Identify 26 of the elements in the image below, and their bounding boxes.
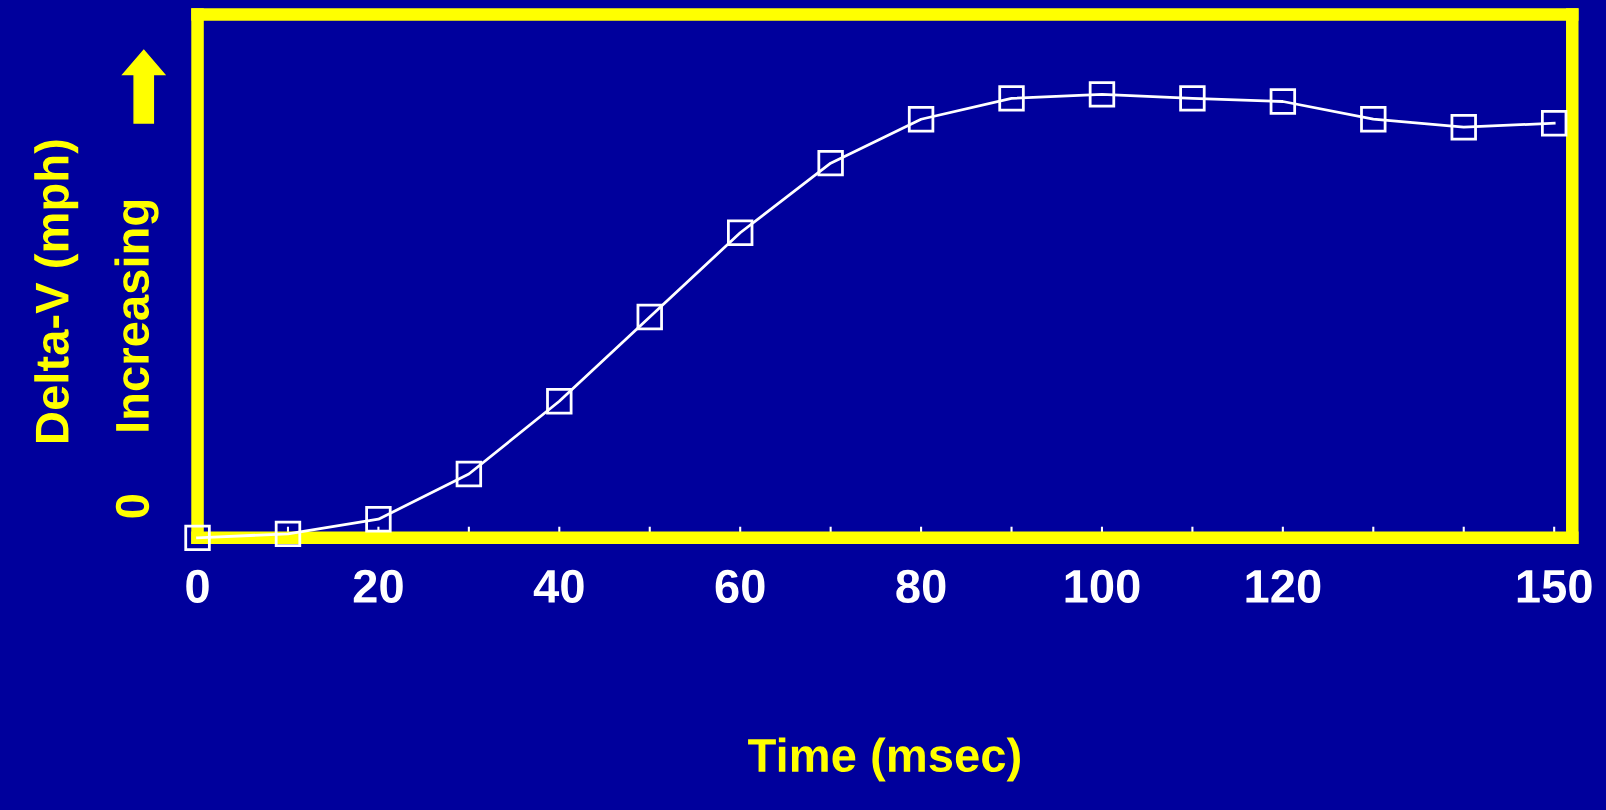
point xyxy=(455,460,483,488)
x-tick-label: 40 xyxy=(533,569,584,604)
x-tick-label: 60 xyxy=(715,569,765,604)
point xyxy=(1179,85,1206,112)
y-axis-title: Delta-V (mph) xyxy=(34,140,79,442)
point xyxy=(365,506,392,533)
point xyxy=(546,388,573,415)
point xyxy=(727,219,754,246)
point xyxy=(1088,81,1116,108)
point xyxy=(907,106,935,133)
text: 0 xyxy=(115,495,150,518)
point xyxy=(1540,110,1568,137)
point xyxy=(998,85,1025,112)
point xyxy=(1269,88,1297,115)
x-tick-label: 100 xyxy=(1065,569,1140,604)
x-tick-label: 0 xyxy=(186,569,209,604)
text: Increasing xyxy=(114,200,159,431)
x-tick-label: 120 xyxy=(1246,569,1321,604)
x-axis-title: Time (msec) xyxy=(748,737,1020,782)
point xyxy=(636,303,663,331)
point xyxy=(1450,114,1477,141)
point xyxy=(817,149,844,177)
x-tick-label: 80 xyxy=(896,569,946,604)
point xyxy=(1360,106,1387,133)
x-tick-label: 20 xyxy=(353,569,403,604)
x-tick-label: 150 xyxy=(1517,569,1592,604)
